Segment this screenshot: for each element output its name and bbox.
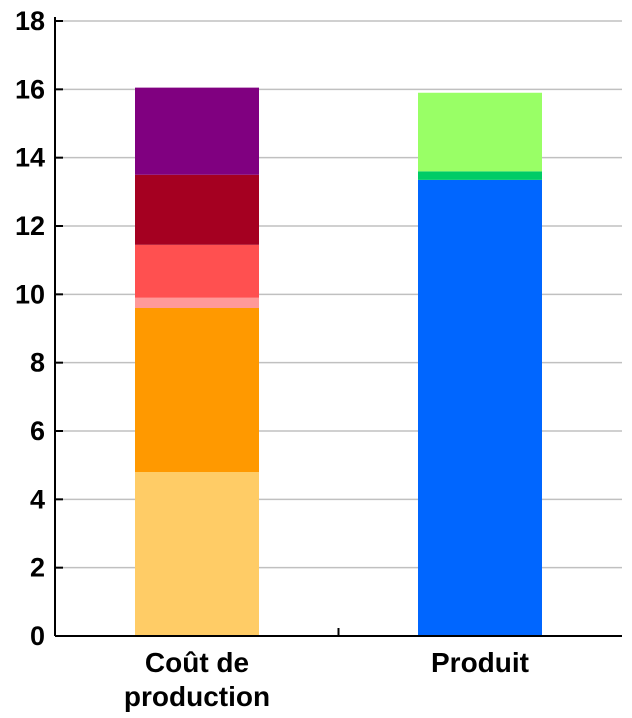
y-tick-label-0: 0 bbox=[30, 621, 45, 651]
bar-segment-0-0 bbox=[135, 472, 259, 636]
x-category-label-0-0: Coût de bbox=[145, 647, 249, 678]
bar-segment-0-1 bbox=[135, 308, 259, 472]
bar-stacks bbox=[135, 87, 542, 636]
y-tick-label-1: 2 bbox=[30, 553, 45, 583]
bar-segment-1-2 bbox=[418, 92, 542, 172]
bar-segment-1-1 bbox=[418, 171, 542, 180]
y-tick-label-5: 10 bbox=[15, 279, 45, 309]
x-category-label-1-0: Produit bbox=[431, 647, 529, 678]
y-axis-ticks: 0 2 4 6 8 10 12 14 16 18 bbox=[15, 6, 340, 651]
bar-segment-0-2 bbox=[135, 297, 259, 308]
y-tick-label-7: 14 bbox=[15, 143, 45, 173]
bar-segment-0-3 bbox=[135, 244, 259, 298]
y-tick-label-6: 12 bbox=[15, 211, 45, 241]
bar-segment-0-5 bbox=[135, 87, 259, 175]
y-tick-label-4: 8 bbox=[30, 348, 45, 378]
bar-segment-1-0 bbox=[418, 179, 542, 636]
bar-segment-0-4 bbox=[135, 174, 259, 245]
y-tick-label-9: 18 bbox=[15, 6, 45, 36]
y-tick-label-8: 16 bbox=[15, 74, 45, 104]
y-tick-label-3: 6 bbox=[30, 416, 45, 446]
y-tick-label-2: 4 bbox=[30, 484, 45, 514]
x-category-label-0-1: production bbox=[124, 681, 270, 712]
